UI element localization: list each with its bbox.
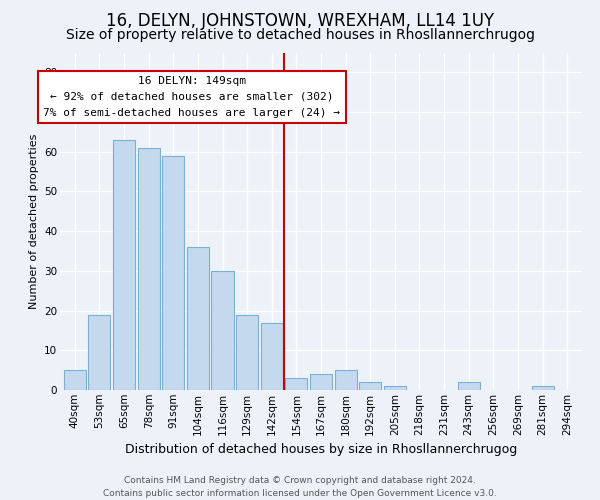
Bar (384, 386, 406, 390)
Bar (310, 374, 332, 390)
Text: 16 DELYN: 149sqm
← 92% of detached houses are smaller (302)
7% of semi-detached : 16 DELYN: 149sqm ← 92% of detached house… (43, 76, 340, 118)
X-axis label: Distribution of detached houses by size in Rhosllannerchrugog: Distribution of detached houses by size … (125, 443, 517, 456)
Bar (162, 156, 184, 390)
Bar (236, 314, 258, 390)
Bar (335, 370, 357, 390)
Bar (458, 382, 480, 390)
Bar (285, 378, 307, 390)
Text: 16, DELYN, JOHNSTOWN, WREXHAM, LL14 1UY: 16, DELYN, JOHNSTOWN, WREXHAM, LL14 1UY (106, 12, 494, 30)
Bar (211, 271, 233, 390)
Bar (260, 322, 283, 390)
Y-axis label: Number of detached properties: Number of detached properties (29, 134, 38, 309)
Text: Contains HM Land Registry data © Crown copyright and database right 2024.
Contai: Contains HM Land Registry data © Crown c… (103, 476, 497, 498)
Bar (137, 148, 160, 390)
Bar (64, 370, 86, 390)
Text: Size of property relative to detached houses in Rhosllannerchrugog: Size of property relative to detached ho… (65, 28, 535, 42)
Bar (113, 140, 135, 390)
Bar (359, 382, 382, 390)
Bar (532, 386, 554, 390)
Bar (187, 247, 209, 390)
Bar (88, 314, 110, 390)
